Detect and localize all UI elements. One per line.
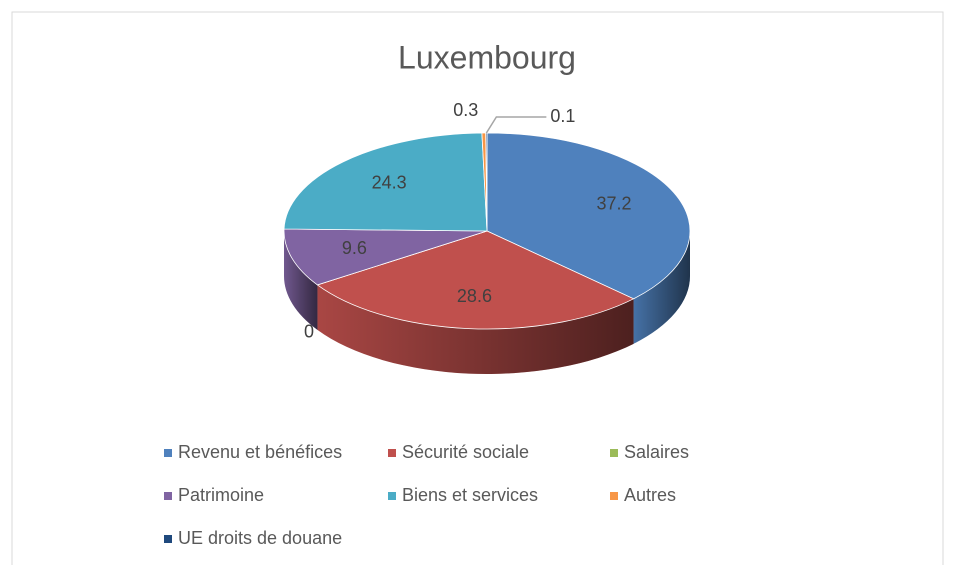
- legend-swatch: [164, 449, 172, 457]
- legend-label: Patrimoine: [178, 485, 264, 505]
- data-label: 28.6: [457, 286, 492, 306]
- data-label: 0.3: [453, 100, 478, 120]
- legend-swatch: [388, 449, 396, 457]
- pie-slice: [283, 228, 488, 286]
- data-label: 9.6: [342, 238, 367, 258]
- legend-swatch: [388, 492, 396, 500]
- pie-side-shade: [317, 284, 634, 375]
- pie-slice: [486, 132, 691, 300]
- legend-label: Salaires: [624, 442, 689, 462]
- legend-label: Revenu et bénéfices: [178, 442, 342, 462]
- data-label: 24.3: [372, 173, 407, 193]
- legend-label: UE droits de douane: [178, 528, 342, 548]
- leader-line: [485, 116, 547, 134]
- legend-swatch: [610, 492, 618, 500]
- data-label: 0: [304, 321, 314, 341]
- pie-slice: [283, 132, 488, 232]
- legend-swatch: [610, 449, 618, 457]
- pie-side-shade: [633, 231, 690, 344]
- chart-title: Luxembourg: [398, 39, 576, 75]
- legend-label: Biens et services: [402, 485, 538, 505]
- legend-swatch: [164, 535, 172, 543]
- pie-side-shade: [284, 231, 318, 330]
- data-label: 0.1: [550, 106, 575, 126]
- data-label: 37.2: [596, 194, 631, 214]
- pie-slice: [316, 230, 635, 330]
- legend-swatch: [164, 492, 172, 500]
- legend-label: Autres: [624, 485, 676, 505]
- legend-label: Sécurité sociale: [402, 442, 529, 462]
